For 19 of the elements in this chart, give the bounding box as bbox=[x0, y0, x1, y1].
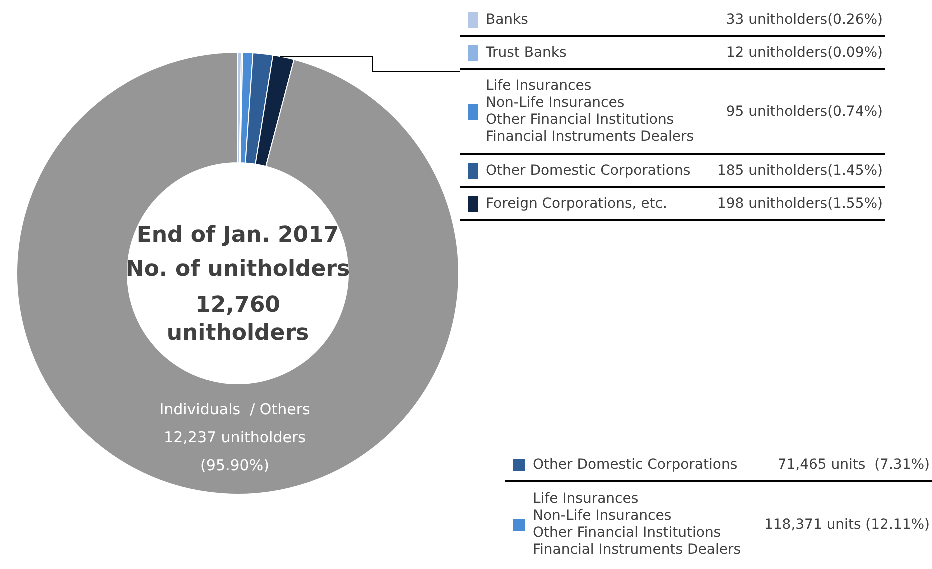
data-label: 12 unitholders(0.09%) bbox=[726, 45, 884, 61]
text: 71,465 units (7.31%) bbox=[778, 457, 930, 473]
data-label: 33 unitholders(0.26%) bbox=[726, 12, 884, 28]
category-label: Life Insurances Non-Life Insurances Other Financial Institutions Financial Instruments Dealers bbox=[533, 491, 742, 559]
data-label: 12,237 unitholders (95.90%) bbox=[164, 428, 306, 474]
data-label: 185 unitholders(1.45%) bbox=[717, 163, 884, 179]
text: No. of unitholders bbox=[126, 257, 350, 282]
legend-label: Other Domestic Corporations bbox=[486, 162, 692, 180]
legend-label: Banks bbox=[486, 12, 530, 28]
legend-label: Foreign Corporations, etc. bbox=[486, 196, 668, 212]
legend-label: Trust Banks bbox=[486, 44, 568, 62]
slice-label: Individuals / Others bbox=[160, 400, 310, 418]
category-label: Other Domestic Corporations bbox=[533, 456, 739, 474]
data-label: 95 unitholders(0.74%) bbox=[726, 104, 884, 120]
legend-label: Life Insurances Non-Life Insurances Other Financial Institutions Financial Instruments Dealers bbox=[486, 78, 696, 146]
data-label: 198 unitholders(1.55%) bbox=[717, 196, 884, 212]
text: 12,760 unitholders bbox=[166, 293, 310, 346]
text: End of Jan. 2017 bbox=[136, 223, 340, 248]
text: 118,371 units (12.11%) bbox=[764, 517, 930, 533]
